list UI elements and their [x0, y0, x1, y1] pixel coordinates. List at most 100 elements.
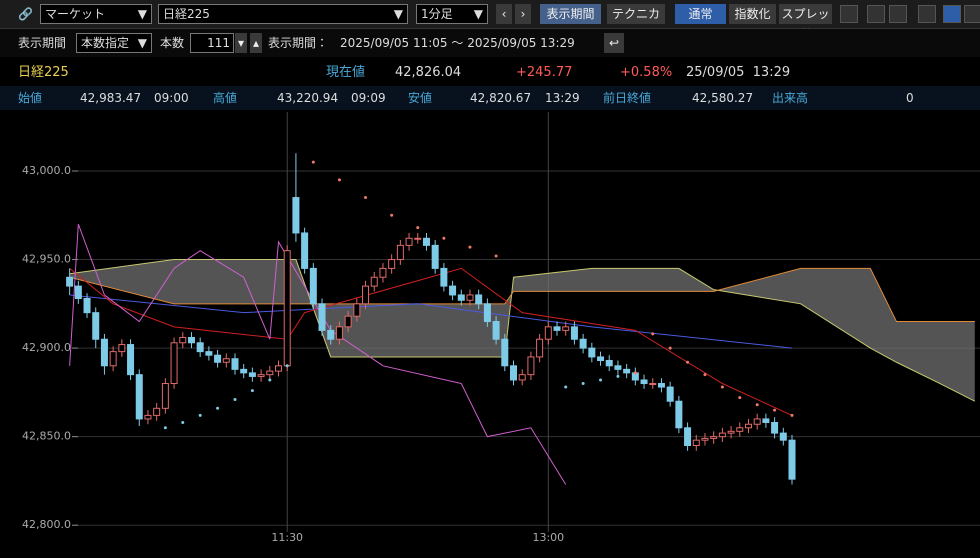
normal-button[interactable]: 通常: [675, 4, 726, 24]
sar-dot: [268, 378, 272, 382]
low-time: 13:29: [545, 91, 580, 105]
candle-body: [344, 315, 352, 328]
candle-body: [475, 294, 483, 305]
candle-body: [483, 303, 491, 323]
open: 42,983.47: [80, 91, 142, 105]
mode: 本数指定: [81, 36, 130, 50]
candle-body: [170, 342, 178, 385]
draw-icon[interactable]: [918, 5, 936, 23]
trend-icon[interactable]: [943, 5, 961, 23]
sar-dot: [686, 360, 690, 364]
period: 2025/09/05 11:05 ～ 2025/09/05 13:29: [340, 36, 575, 50]
candle-body: [301, 232, 309, 269]
sar-dot: [616, 374, 620, 378]
market-select[interactable]: マーケット ▼: [40, 4, 152, 24]
toolbar: 🔗 マーケット▼ 日経225▼ 1分足▼ ‹ › 表示期間 テクニカル 通常 指…: [0, 0, 980, 41]
candle-body: [675, 400, 683, 429]
candle-body: [318, 303, 326, 331]
cross-icon[interactable]: [840, 5, 858, 23]
candle-body: [553, 326, 561, 331]
change: +245.77: [516, 65, 573, 80]
symbol-select[interactable]: 日経225 ▼: [158, 4, 408, 24]
candle-body: [231, 358, 239, 370]
candle-body: [118, 344, 126, 353]
count-up[interactable]: ▴: [250, 33, 262, 53]
y-tick-label: 42,950.0: [22, 253, 71, 266]
candle-body: [684, 427, 692, 447]
sar-dot: [720, 385, 724, 389]
cloud-line: [69, 267, 975, 323]
candle-body: [570, 326, 578, 340]
sar-dot: [364, 196, 368, 200]
spread-button[interactable]: スプレッド: [779, 4, 832, 41]
candle-body: [692, 439, 700, 447]
sar-dot: [416, 226, 420, 230]
candle-body: [649, 383, 657, 386]
candle-body: [666, 386, 674, 402]
prev-label: 前日終値: [603, 91, 652, 105]
candle-body: [109, 351, 117, 367]
sar-dot: [790, 413, 794, 417]
candle-body: [753, 418, 761, 425]
candle-body: [727, 430, 735, 434]
candle-body: [135, 374, 143, 420]
candle-body: [440, 267, 448, 287]
candle-body: [327, 329, 335, 340]
zoom-out-icon[interactable]: [889, 5, 907, 23]
mode-select[interactable]: 本数指定 ▼: [76, 33, 152, 53]
link-icon[interactable]: 🔗: [18, 7, 33, 21]
sar-dot: [285, 364, 289, 368]
period-button[interactable]: 表示期間: [540, 4, 601, 24]
candle-body: [240, 368, 248, 374]
candle-body: [161, 383, 169, 409]
candle-body: [431, 244, 439, 269]
sar-dot: [311, 160, 315, 164]
next-button[interactable]: ›: [515, 4, 531, 24]
low: 42,820.67: [470, 91, 532, 105]
change-pct: +0.58%: [620, 65, 673, 80]
settings-icon[interactable]: [964, 5, 980, 23]
index-button[interactable]: 指数化: [729, 4, 776, 24]
sar-dot: [581, 382, 585, 386]
quote-name: 日経225: [18, 65, 69, 80]
count-input[interactable]: 111: [190, 33, 234, 53]
reset-button[interactable]: ↩: [604, 33, 624, 53]
prev: 42,580.27: [692, 91, 754, 105]
zoom-in-icon[interactable]: [867, 5, 885, 23]
interval-select[interactable]: 1分足 ▼: [416, 4, 488, 24]
technical-button[interactable]: テクニカル: [607, 4, 665, 41]
candle-body: [492, 321, 500, 340]
candle-body: [196, 342, 204, 353]
indicator-line: [69, 294, 793, 349]
candle-body: [710, 436, 718, 439]
sar-dot: [250, 389, 254, 393]
candle-body: [127, 344, 135, 376]
sar-dot: [390, 213, 394, 217]
x-tick-label: 11:30: [271, 531, 303, 544]
candle-body: [257, 374, 265, 377]
sar-dot: [703, 373, 707, 377]
candle-body: [187, 336, 195, 344]
market: マーケット: [45, 7, 106, 21]
prev-button[interactable]: ‹: [496, 4, 512, 24]
candle-body: [362, 285, 370, 305]
sar-dot: [755, 403, 759, 407]
candle-body: [614, 365, 622, 370]
ohlc-row: 始値 42,983.47 09:00 高値 43,220.94 09:09 安値…: [0, 86, 980, 110]
high-label: 高値: [213, 91, 238, 105]
y-tick-label: 42,800.0: [22, 518, 71, 531]
candle-body: [466, 294, 474, 301]
current-label: 現在値: [326, 65, 366, 80]
y-tick-label: 42,850.0: [22, 430, 71, 443]
candle-body: [205, 351, 213, 356]
y-tick-label: 42,900.0: [22, 341, 71, 354]
sar-dot: [668, 346, 672, 350]
count-down[interactable]: ▾: [235, 33, 247, 53]
indicator-line: [69, 223, 567, 485]
sar-dot: [337, 178, 341, 182]
candle-body: [179, 336, 187, 344]
timestamp: 25/09/05 13:29: [686, 65, 791, 80]
open-label: 始値: [18, 91, 43, 105]
range-label: 表示期間: [18, 36, 67, 50]
